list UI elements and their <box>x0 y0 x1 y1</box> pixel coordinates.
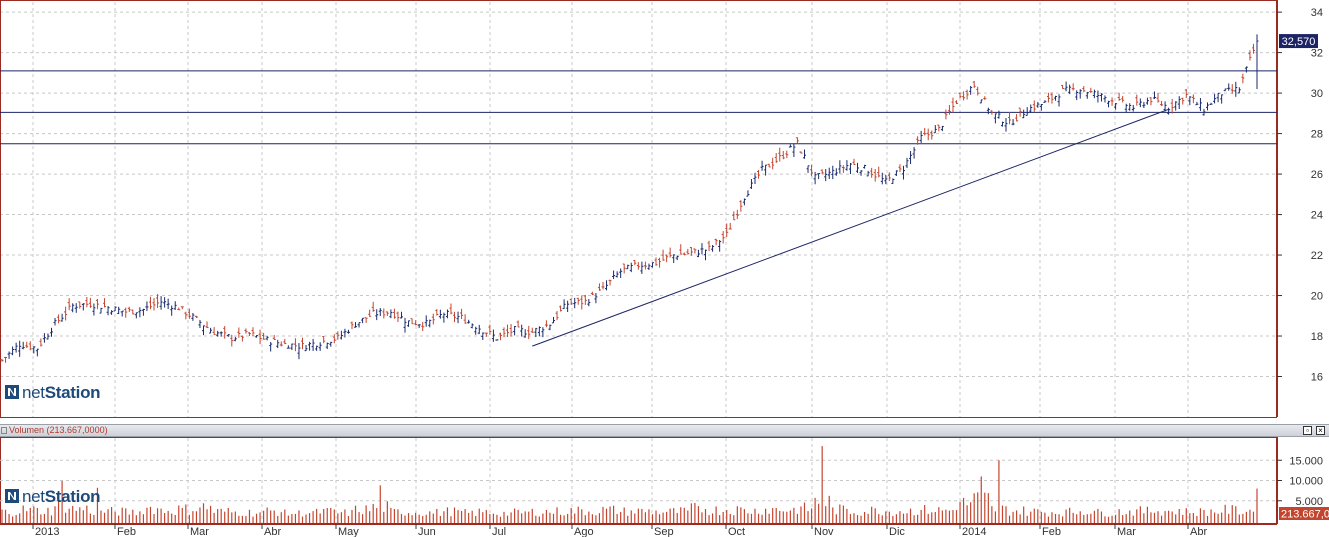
time-tick-label: 2014 <box>962 526 986 537</box>
volume-tick-label: 5.000 <box>1295 496 1323 508</box>
price-tick-label: 32 <box>1311 48 1323 60</box>
volume-grid <box>0 437 1277 524</box>
brand-logo-volume-suffix: Station <box>44 487 101 506</box>
volume-panel-header: Volumen (213.667,0000) ▫ × <box>0 424 1329 437</box>
volume-panel-title: Volumen (213.667,0000) <box>9 425 108 435</box>
time-tick-label: Feb <box>117 526 136 537</box>
time-tick-label: Sep <box>654 526 674 537</box>
time-tick-label: May <box>338 526 359 537</box>
panel-marker-icon <box>1 427 7 434</box>
brand-logo-price-prefix: net <box>22 383 45 402</box>
netstation-logo-icon <box>5 489 19 503</box>
brand-logo-volume: netStation <box>5 487 101 507</box>
price-tick-label: 30 <box>1311 88 1323 100</box>
volume-tick-label: 15.000 <box>1289 455 1323 467</box>
price-tick-label: 26 <box>1311 169 1323 181</box>
brand-logo-price-suffix: Station <box>44 383 101 402</box>
price-tick-label: 34 <box>1311 7 1323 19</box>
price-tick-label: 22 <box>1311 250 1323 262</box>
price-tick-label: 20 <box>1311 291 1323 303</box>
price-tick-label: 16 <box>1311 372 1323 384</box>
last-volume-tag <box>1279 507 1329 520</box>
price-horizontal-lines <box>0 70 1277 145</box>
trendline <box>532 108 1169 347</box>
volume-tick-label: 10.000 <box>1289 476 1323 488</box>
brand-logo-price: netStation <box>5 383 101 403</box>
last-volume-label: 213.667,0 <box>1281 509 1329 521</box>
price-tick-label: 24 <box>1311 210 1323 222</box>
price-trendline <box>532 108 1169 347</box>
time-tick-label: Ago <box>574 526 594 537</box>
time-tick-label: Oct <box>728 526 745 537</box>
time-tick-label: Abr <box>264 526 281 537</box>
last-price-label: 32,570 <box>1282 36 1316 48</box>
brand-logo-volume-prefix: net <box>22 487 45 506</box>
time-tick-label: Mar <box>1117 526 1136 537</box>
price-axis: 34 32 30 28 26 24 22 20 18 16 32,570 <box>1277 0 1323 417</box>
time-tick-label: Jun <box>418 526 436 537</box>
time-tick-label: 2013 <box>35 526 59 537</box>
close-icon[interactable]: × <box>1316 426 1325 435</box>
last-price-tag <box>1279 34 1318 49</box>
time-tick-label: Jul <box>492 526 506 537</box>
time-tick-label: Nov <box>814 526 834 537</box>
price-frame <box>0 0 1277 418</box>
time-tick-label: Feb <box>1042 526 1061 537</box>
time-tick-label: Dic <box>889 526 905 537</box>
time-tick-label: Mar <box>190 526 209 537</box>
price-tick-label: 18 <box>1311 331 1323 343</box>
time-tick-label: Abr <box>1190 526 1207 537</box>
price-bars <box>0 34 1259 363</box>
price-grid <box>0 0 1277 418</box>
price-tick-label: 28 <box>1311 129 1323 141</box>
restore-icon[interactable]: ▫ <box>1303 426 1312 435</box>
netstation-logo-icon <box>5 385 19 399</box>
volume-bars <box>1 446 1258 523</box>
time-axis: 2013 Feb Mar Abr May Jun Jul Ago Sep Oct Nov Dic 201… <box>0 524 1277 537</box>
